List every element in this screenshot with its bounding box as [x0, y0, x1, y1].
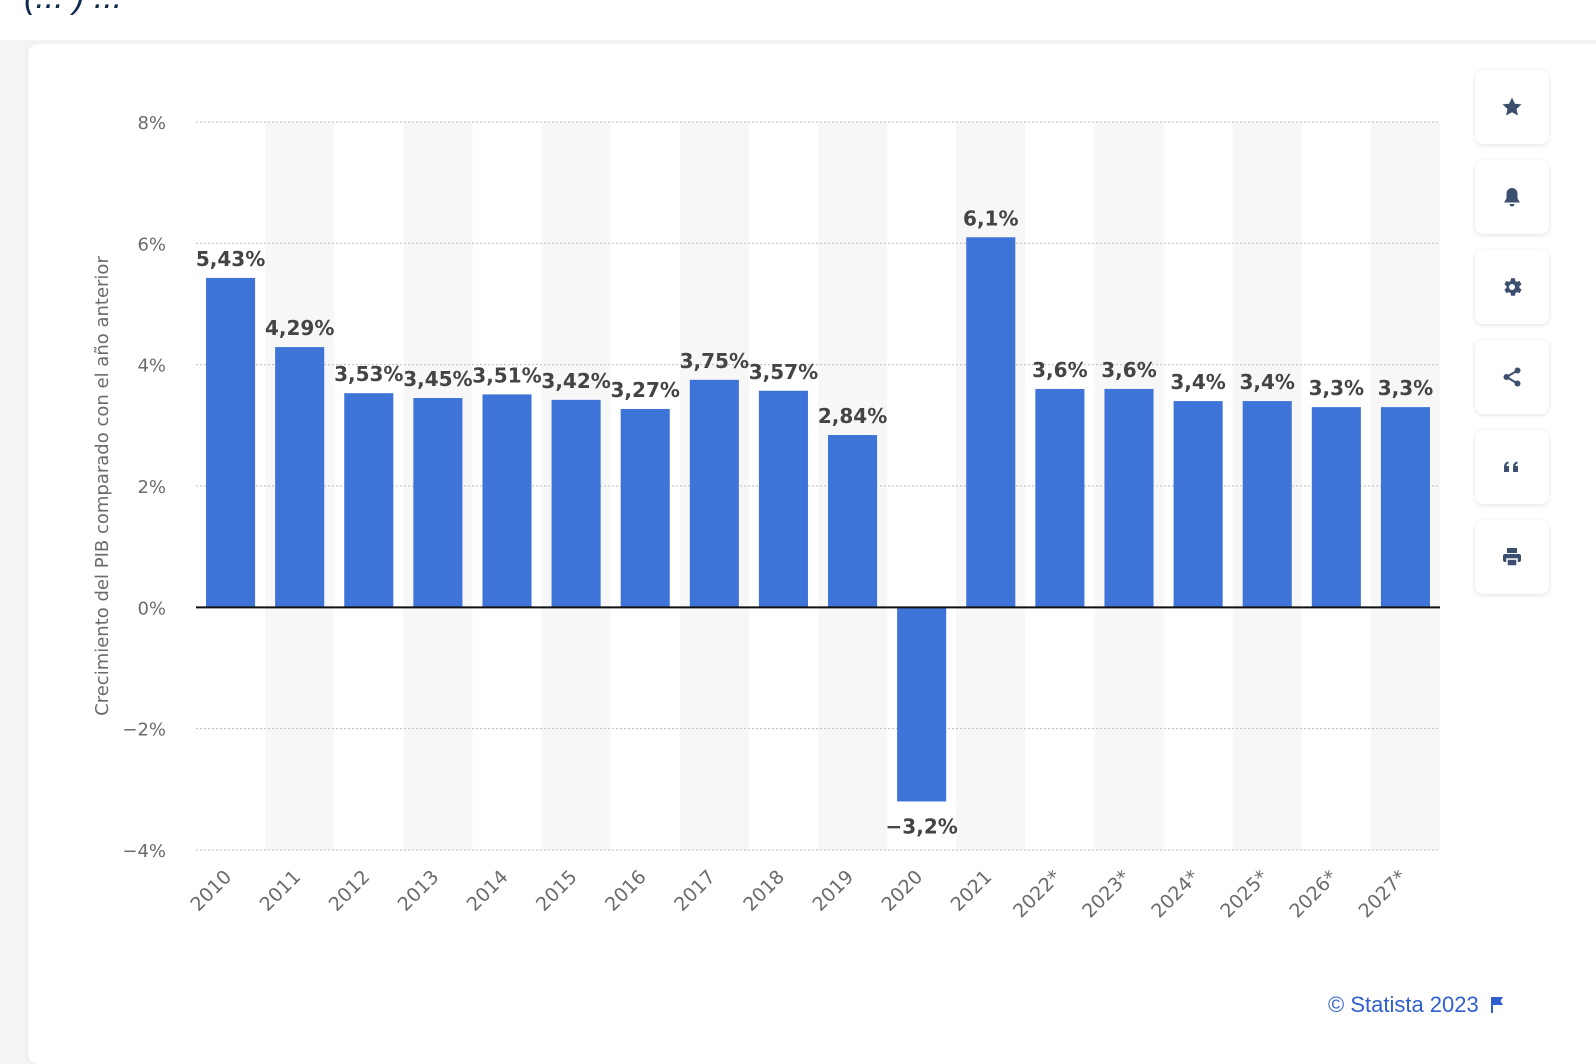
bar[interactable] [1311, 407, 1361, 608]
gear-icon [1504, 278, 1522, 296]
x-tick-label: 2019 [808, 866, 858, 916]
x-tick-label: 2020 [877, 866, 927, 916]
x-tick-label: 2022* [1009, 866, 1065, 922]
cut-title: (... ) ... [24, 0, 122, 17]
bar[interactable] [758, 390, 808, 608]
share-button[interactable] [1475, 340, 1549, 414]
data-label: 3,6% [1101, 358, 1156, 382]
x-tick-label: 2013 [394, 866, 444, 916]
data-label: 3,57% [749, 360, 818, 384]
data-label: 3,3% [1309, 376, 1364, 400]
x-tick-label: 2015 [532, 866, 582, 916]
bar[interactable] [897, 607, 947, 802]
y-tick-label: −2% [122, 720, 166, 741]
x-tick-label: 2012 [325, 866, 375, 916]
bar[interactable] [482, 394, 532, 608]
bar[interactable] [620, 408, 670, 608]
y-axis-title: Crecimiento del PIB comparado con el año… [92, 256, 113, 716]
y-tick-label: 8% [137, 113, 166, 134]
data-label: −3,2% [886, 814, 958, 838]
data-label: 3,45% [403, 367, 472, 391]
bell-icon [1504, 188, 1520, 207]
bar[interactable] [413, 398, 463, 608]
data-label: 3,27% [611, 378, 680, 402]
x-tick-label: 2010 [186, 866, 236, 916]
print-icon [1503, 548, 1521, 567]
bar[interactable] [344, 393, 394, 608]
statista-credit[interactable]: © Statista 2023 [1328, 990, 1505, 1020]
x-tick-label: 2027* [1355, 866, 1411, 922]
credit-text: © Statista 2023 [1328, 992, 1479, 1017]
data-label: 3,75% [680, 349, 749, 373]
data-label: 4,29% [265, 316, 334, 340]
data-label: 3,3% [1378, 376, 1433, 400]
bar[interactable] [1173, 401, 1223, 608]
y-tick-label: 4% [137, 356, 166, 377]
x-tick-label: 2014 [463, 866, 513, 916]
x-tick-label: 2025* [1216, 866, 1272, 922]
data-label: 5,43% [196, 247, 265, 271]
x-tick-label: 2016 [601, 866, 651, 916]
bar[interactable] [206, 277, 256, 608]
bar[interactable] [275, 347, 325, 608]
bar[interactable] [1104, 388, 1154, 608]
quote-icon [1504, 461, 1518, 472]
y-tick-label: −4% [122, 841, 166, 862]
bar[interactable] [828, 435, 878, 608]
x-tick-label: 2021 [947, 866, 997, 916]
x-tick-label: 2023* [1078, 866, 1134, 922]
bar[interactable] [1242, 401, 1292, 608]
favorite-button[interactable] [1475, 70, 1549, 144]
data-label: 3,4% [1239, 370, 1294, 394]
cite-button[interactable] [1475, 430, 1549, 504]
x-tick-label: 2017 [670, 866, 720, 916]
star-icon [1502, 97, 1522, 116]
bar[interactable] [1380, 407, 1430, 608]
data-label: 3,4% [1170, 370, 1225, 394]
x-tick-label: 2026* [1285, 866, 1341, 922]
x-tick-label: 2024* [1147, 866, 1203, 922]
notification-button[interactable] [1475, 160, 1549, 234]
bar[interactable] [966, 237, 1016, 608]
x-tick-label: 2011 [255, 866, 305, 916]
y-tick-label: 0% [137, 598, 166, 619]
settings-button[interactable] [1475, 250, 1549, 324]
bar[interactable] [1035, 388, 1085, 608]
flag-icon[interactable] [1489, 996, 1505, 1014]
data-label: 3,53% [334, 362, 403, 386]
bar[interactable] [551, 399, 601, 608]
print-button[interactable] [1475, 520, 1549, 594]
bar[interactable] [689, 379, 739, 608]
data-label: 2,84% [818, 404, 887, 428]
data-label: 6,1% [963, 206, 1018, 230]
data-label: 3,42% [541, 369, 610, 393]
y-tick-label: 2% [137, 477, 166, 498]
chart-toolbar [1475, 70, 1549, 610]
header-strip: (... ) ... [0, 0, 1596, 40]
data-label: 3,51% [472, 363, 541, 387]
data-label: 3,6% [1032, 358, 1087, 382]
x-tick-label: 2018 [739, 866, 789, 916]
y-tick-label: 6% [137, 234, 166, 255]
share-icon [1503, 367, 1521, 387]
